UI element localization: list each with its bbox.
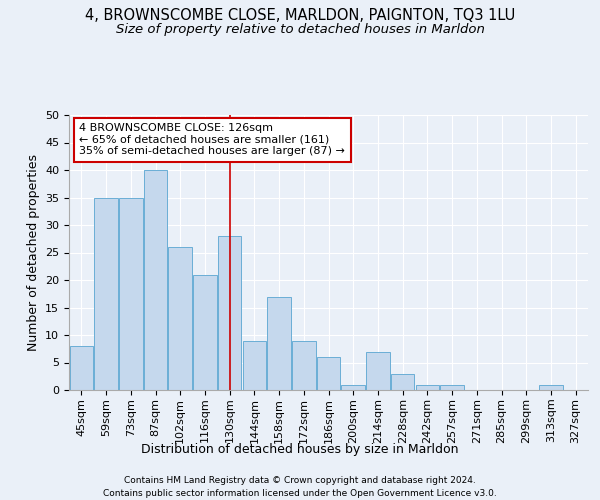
Bar [268,296,291,390]
Bar [440,384,464,390]
Text: 4 BROWNSCOMBE CLOSE: 126sqm
← 65% of detached houses are smaller (161)
35% of se: 4 BROWNSCOMBE CLOSE: 126sqm ← 65% of det… [79,123,345,156]
Bar [391,374,415,390]
Y-axis label: Number of detached properties: Number of detached properties [26,154,40,351]
Bar [539,384,563,390]
Bar [70,346,93,390]
Bar [193,274,217,390]
Bar [169,247,192,390]
Bar [341,384,365,390]
Bar [144,170,167,390]
Text: Contains public sector information licensed under the Open Government Licence v3: Contains public sector information licen… [103,489,497,498]
Text: Contains HM Land Registry data © Crown copyright and database right 2024.: Contains HM Land Registry data © Crown c… [124,476,476,485]
Bar [94,198,118,390]
Text: Size of property relative to detached houses in Marldon: Size of property relative to detached ho… [116,22,484,36]
Bar [119,198,143,390]
Bar [416,384,439,390]
Text: Distribution of detached houses by size in Marldon: Distribution of detached houses by size … [141,442,459,456]
Bar [317,357,340,390]
Bar [218,236,241,390]
Bar [366,352,389,390]
Text: 4, BROWNSCOMBE CLOSE, MARLDON, PAIGNTON, TQ3 1LU: 4, BROWNSCOMBE CLOSE, MARLDON, PAIGNTON,… [85,8,515,22]
Bar [242,340,266,390]
Bar [292,340,316,390]
